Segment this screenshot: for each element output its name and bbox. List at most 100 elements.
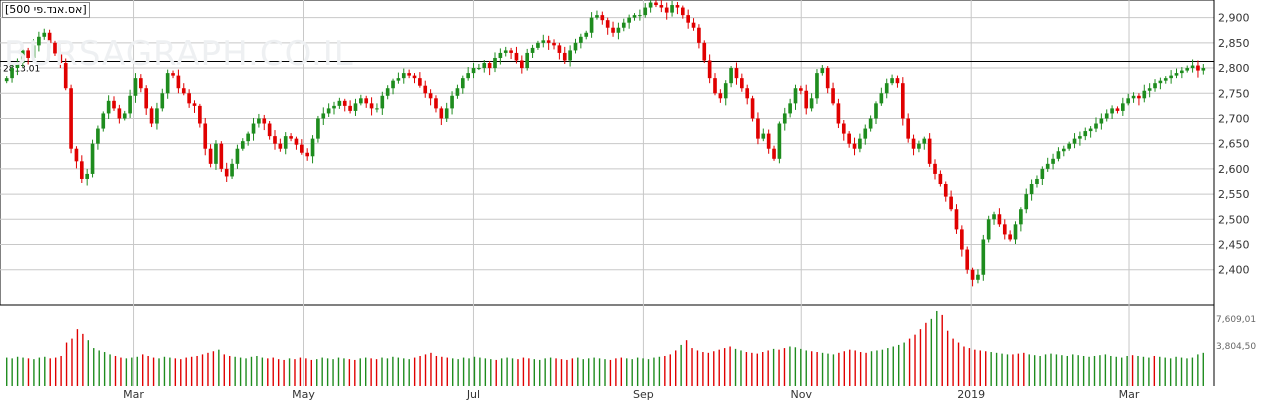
candle-body bbox=[605, 20, 610, 28]
candle-body bbox=[471, 68, 476, 74]
candle-body bbox=[503, 50, 508, 53]
candle-body bbox=[1137, 95, 1141, 99]
y-tick-label: 2,700 bbox=[1218, 112, 1250, 125]
candle-body bbox=[155, 108, 159, 124]
candle-body bbox=[278, 143, 283, 149]
candle-body bbox=[648, 2, 653, 8]
candle-body bbox=[922, 138, 927, 144]
candle-body bbox=[863, 128, 868, 139]
candle-body bbox=[525, 52, 530, 69]
candle-body bbox=[675, 5, 680, 8]
candle-body bbox=[702, 42, 707, 61]
candle-body bbox=[793, 88, 798, 104]
candle-body bbox=[546, 40, 551, 43]
y-tick-label: 2,650 bbox=[1218, 138, 1250, 151]
candle-body bbox=[74, 148, 79, 162]
candle-body bbox=[460, 78, 465, 89]
candle-body bbox=[364, 98, 369, 104]
candle-body bbox=[1029, 184, 1034, 195]
candle-body bbox=[128, 95, 132, 114]
candle-body bbox=[219, 143, 224, 169]
candle-body bbox=[401, 73, 406, 79]
candle-body bbox=[1078, 136, 1082, 139]
candle-body bbox=[53, 42, 57, 54]
candle-body bbox=[976, 274, 980, 280]
candle-body bbox=[600, 15, 605, 21]
candle-body bbox=[369, 103, 374, 109]
candle-body bbox=[1056, 151, 1061, 159]
x-tick-label: Sep bbox=[633, 388, 654, 401]
candle-body bbox=[117, 108, 122, 119]
candle-body bbox=[718, 93, 723, 99]
candle-body bbox=[911, 138, 916, 149]
x-tick-label: 2019 bbox=[957, 388, 985, 401]
candle-body bbox=[112, 100, 116, 109]
candle-body bbox=[761, 133, 766, 139]
x-tick-label: Jul bbox=[466, 388, 480, 401]
candle-body bbox=[359, 98, 363, 104]
candle-body bbox=[895, 78, 900, 84]
candle-body bbox=[643, 7, 648, 16]
candle-body bbox=[192, 103, 197, 106]
candle-body bbox=[310, 138, 315, 157]
y-tick-label: 2,600 bbox=[1218, 163, 1250, 176]
candle-body bbox=[874, 103, 878, 119]
candle-body bbox=[224, 168, 229, 177]
candle-body bbox=[1094, 123, 1098, 129]
candle-body bbox=[418, 78, 422, 86]
candle-body bbox=[638, 15, 642, 17]
candle-body bbox=[214, 143, 218, 164]
x-tick-label: Nov bbox=[791, 388, 813, 401]
candle-body bbox=[477, 68, 481, 70]
candle-body bbox=[664, 7, 669, 13]
candle-body bbox=[960, 229, 964, 250]
candle-body bbox=[562, 52, 567, 61]
candle-body bbox=[42, 32, 47, 37]
x-tick-label: Mar bbox=[123, 388, 144, 401]
candle-body bbox=[10, 68, 14, 79]
candle-body bbox=[498, 52, 503, 58]
candle-body bbox=[101, 113, 106, 129]
candle-body bbox=[772, 148, 776, 159]
candle-body bbox=[273, 136, 277, 144]
candle-body bbox=[160, 93, 165, 109]
candle-body bbox=[868, 118, 873, 129]
candle-body bbox=[745, 88, 750, 99]
candle-body bbox=[106, 100, 111, 114]
candle-body bbox=[654, 2, 658, 6]
candle-body bbox=[831, 88, 835, 104]
candle-body bbox=[375, 108, 379, 110]
candle-body bbox=[1180, 70, 1184, 74]
candle-body bbox=[47, 32, 52, 43]
volume-tick-label: 3,804,50 bbox=[1216, 342, 1256, 352]
candle-body bbox=[326, 108, 331, 114]
candle-body bbox=[20, 50, 25, 64]
candle-body bbox=[788, 103, 792, 114]
candle-body bbox=[1115, 108, 1120, 111]
candle-body bbox=[799, 88, 803, 91]
candle-body bbox=[262, 118, 267, 124]
candle-body bbox=[444, 108, 449, 119]
candle-body bbox=[997, 214, 1002, 225]
candle-body bbox=[691, 22, 696, 28]
candle-body bbox=[595, 15, 599, 18]
candle-body bbox=[707, 60, 712, 79]
candle-body bbox=[31, 45, 36, 58]
candle-body bbox=[251, 123, 256, 134]
y-tick-label: 2,750 bbox=[1218, 87, 1250, 100]
candle-body bbox=[879, 93, 884, 104]
candle-body bbox=[305, 152, 310, 157]
candle-body bbox=[841, 123, 846, 134]
candle-body bbox=[149, 108, 154, 124]
candle-body bbox=[176, 75, 181, 89]
candle-body bbox=[954, 209, 959, 230]
candle-body bbox=[530, 47, 535, 53]
candle-body bbox=[847, 133, 851, 144]
candle-body bbox=[509, 50, 513, 53]
candle-body bbox=[825, 68, 830, 89]
candle-body bbox=[396, 78, 401, 81]
candle-body bbox=[621, 22, 626, 28]
candle-body bbox=[198, 105, 202, 124]
candle-body bbox=[294, 138, 299, 145]
